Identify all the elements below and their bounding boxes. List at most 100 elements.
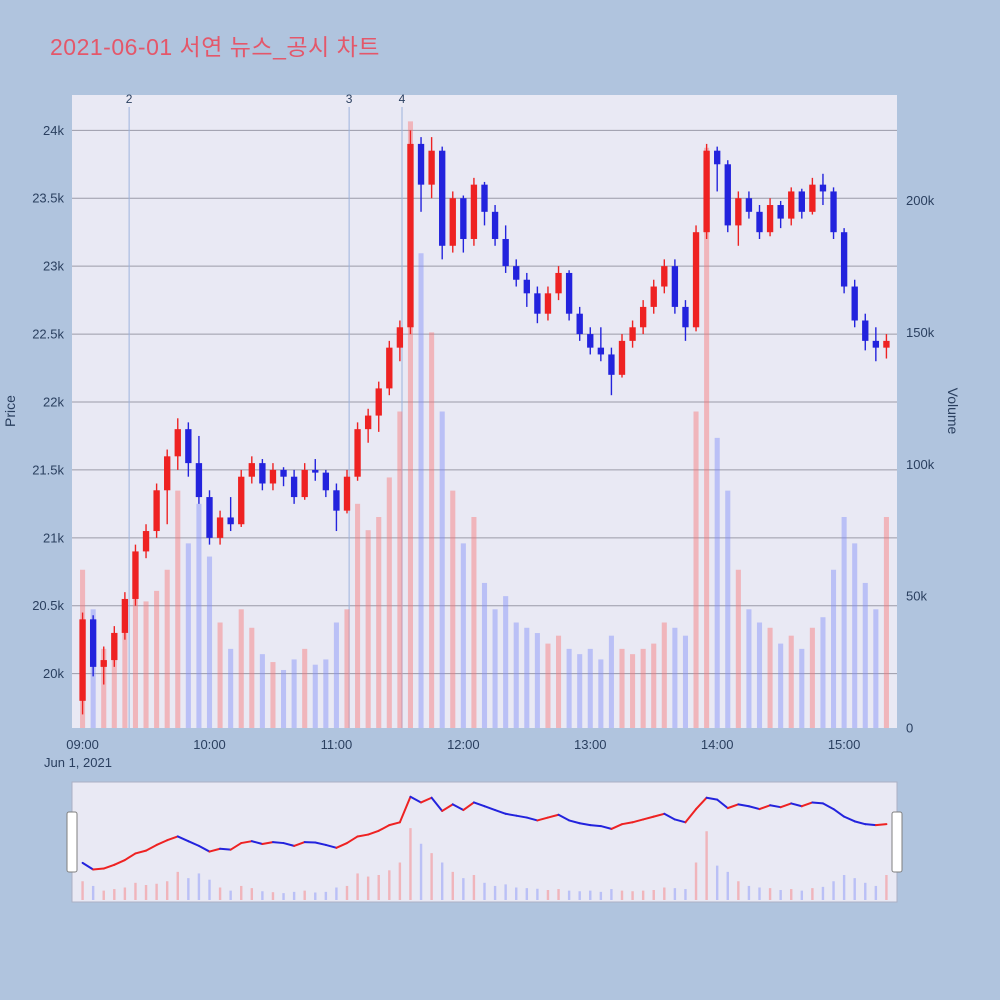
- candle-body: [407, 143, 414, 328]
- candle-body: [89, 619, 97, 667]
- mini-volume-bar: [832, 881, 835, 900]
- mini-price-segment: [261, 841, 274, 846]
- candle-body: [185, 429, 192, 464]
- mini-volume-bar: [567, 890, 571, 900]
- mini-price-segment: [324, 843, 338, 849]
- mini-volume-bar: [483, 882, 486, 900]
- volume-axis-title: Volume: [945, 387, 961, 435]
- mini-volume-bar: [271, 892, 275, 900]
- mini-volume-bar: [663, 887, 666, 900]
- x-tick-label: 10:00: [193, 737, 226, 752]
- volume-bar: [418, 253, 424, 728]
- mini-volume-bar: [768, 888, 772, 900]
- volume-bar: [630, 654, 636, 728]
- candle-body: [470, 184, 478, 239]
- range-slider-track[interactable]: [71, 781, 898, 903]
- mini-price-segment: [271, 841, 285, 845]
- mini-price-segment: [314, 841, 327, 846]
- mini-price-segment: [642, 815, 655, 821]
- candle-body: [132, 551, 139, 599]
- candle-body: [597, 347, 605, 355]
- candle-body: [862, 320, 869, 341]
- candle-body: [555, 272, 562, 294]
- mini-price-segment: [293, 841, 306, 847]
- candle-body: [565, 272, 573, 314]
- candle-body: [333, 490, 340, 511]
- mini-price-segment: [240, 840, 253, 845]
- volume-bar: [344, 609, 350, 728]
- mini-price-segment: [113, 859, 126, 866]
- mini-volume-bar: [599, 891, 603, 900]
- price-tick-label: 21.5k: [32, 462, 64, 477]
- volume-bar: [281, 669, 287, 728]
- mini-volume-bar: [165, 881, 169, 900]
- candle-body: [364, 415, 372, 430]
- candle-body: [111, 632, 118, 661]
- candle-body: [513, 266, 520, 280]
- range-slider-handle-left[interactable]: [66, 811, 78, 873]
- price-axis-title: Price: [2, 395, 18, 427]
- volume-layer: [80, 121, 889, 728]
- mini-price-segment: [578, 822, 592, 827]
- mini-volume-bar: [504, 884, 507, 900]
- mini-volume-bar: [779, 890, 782, 900]
- range-slider-handle-right[interactable]: [891, 811, 903, 873]
- x-tick-label: 13:00: [574, 737, 607, 752]
- volume-bar: [873, 609, 879, 728]
- candle-body: [534, 293, 541, 314]
- mini-volume-bar: [113, 889, 116, 900]
- mini-volume-bar: [187, 878, 190, 900]
- event-label: 3: [346, 92, 353, 106]
- candle-body: [724, 164, 731, 226]
- mini-volume-bar: [493, 885, 497, 900]
- candle-body: [248, 463, 255, 477]
- candle-body: [692, 232, 700, 328]
- volume-bar: [714, 437, 720, 728]
- mini-price-segment: [684, 808, 698, 824]
- candle-body: [830, 191, 837, 233]
- mini-price-segment: [377, 824, 391, 832]
- mini-price-segment: [155, 839, 169, 846]
- candle-body: [872, 340, 880, 348]
- mini-price-segment: [472, 801, 486, 808]
- mini-volume-bar: [811, 888, 814, 900]
- volume-bar: [735, 569, 741, 728]
- mini-volume-bar: [208, 879, 211, 900]
- volume-bar: [376, 517, 382, 728]
- mini-volume-bar: [409, 828, 412, 900]
- price-tick-label: 20k: [43, 666, 64, 681]
- volume-bar: [534, 633, 540, 728]
- mini-price-segment: [134, 849, 148, 855]
- mini-price-segment: [716, 798, 729, 810]
- mini-volume-bar: [250, 888, 254, 900]
- price-tick-label: 22k: [43, 394, 64, 409]
- mini-price-segment: [737, 803, 750, 808]
- candle-body: [290, 476, 298, 498]
- mini-price-segment: [451, 803, 465, 812]
- candle-body: [840, 232, 848, 287]
- mini-price-segment: [652, 812, 666, 818]
- volume-bar: [439, 411, 445, 728]
- mini-price-segment: [282, 842, 296, 847]
- range-slider[interactable]: [66, 781, 903, 903]
- volume-bar: [143, 601, 149, 728]
- volume-bar: [651, 643, 657, 728]
- mini-price-segment: [102, 863, 116, 870]
- candle-body: [766, 205, 774, 233]
- mini-price-segment: [187, 840, 200, 847]
- mini-volume-bar: [525, 888, 529, 900]
- mini-price-segment: [525, 816, 539, 822]
- volume-bar: [841, 517, 847, 728]
- mini-volume-bar: [176, 871, 179, 900]
- volume-bar: [767, 627, 773, 728]
- mini-volume-bar: [377, 875, 380, 900]
- candle-body: [396, 327, 404, 348]
- volume-bar: [291, 659, 297, 728]
- mini-volume-bar: [874, 885, 878, 900]
- mini-volume-bar: [578, 891, 581, 900]
- mini-volume-bar: [726, 871, 729, 900]
- mini-volume-bar: [398, 862, 402, 900]
- candle-body: [819, 184, 827, 192]
